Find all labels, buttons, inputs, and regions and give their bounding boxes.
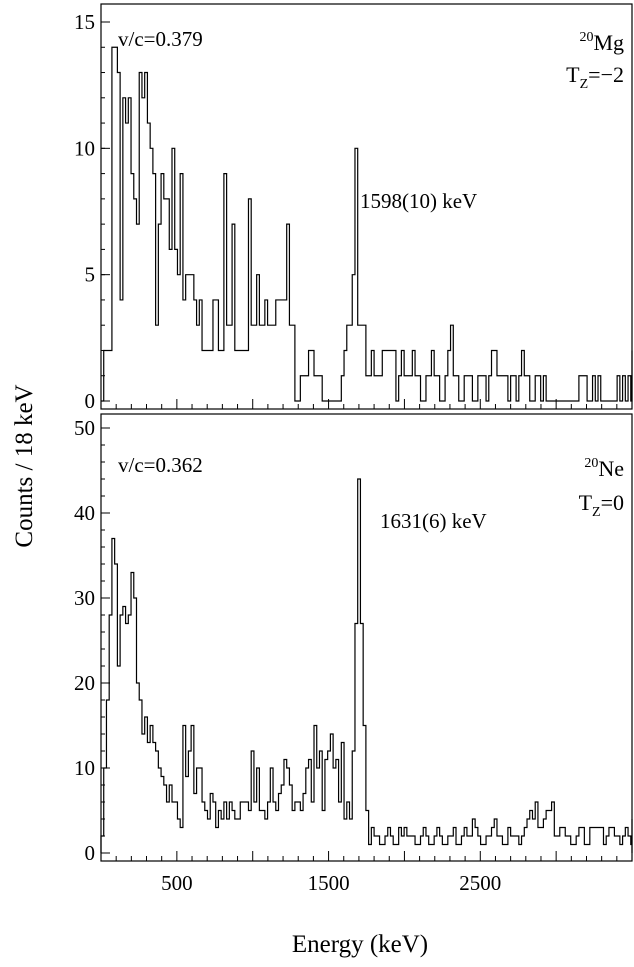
top-tz-sub: Z: [580, 77, 589, 92]
bottom-peak-label: 1631(6) keV: [380, 509, 487, 533]
x-tick-labels: 500 1500 2500: [161, 871, 501, 895]
panel-top-mg20: 0 5 10 15 v/c=0.379 1598(10) keV 20Mg TZ=−2: [74, 3, 633, 413]
top-y-tick-label: 10: [74, 136, 95, 160]
bottom-y-tick-label: 10: [74, 756, 95, 780]
y-axis-label: Counts / 18 keV: [11, 384, 38, 547]
bottom-nucleus-symbol: Ne: [598, 456, 624, 481]
bottom-nucleus-mass: 20: [584, 456, 598, 471]
top-peak-label: 1598(10) keV: [360, 189, 477, 213]
top-y-tick-label: 5: [85, 263, 96, 287]
bottom-tz-value: =0: [601, 490, 624, 515]
panel-bottom-frame: [100, 413, 633, 862]
bottom-y-tick-label: 30: [74, 586, 95, 610]
x-tick-label: 500: [161, 871, 193, 895]
bottom-x-ticks: [115, 851, 618, 861]
bottom-tz-letter: T: [579, 490, 593, 515]
bottom-histogram-series: [100, 478, 633, 853]
bottom-y-tick-label: 20: [74, 671, 95, 695]
bottom-y-tick-label: 40: [74, 501, 95, 525]
bottom-y-tick-label: 50: [74, 416, 95, 440]
x-axis-label: Energy (keV): [292, 931, 428, 958]
top-histogram-series: [101, 46, 633, 402]
top-y-ticks: 0 5 10 15: [74, 10, 110, 413]
panel-top-frame: [100, 3, 633, 410]
x-tick-label: 1500: [308, 871, 350, 895]
top-velocity-label: v/c=0.379: [118, 27, 203, 51]
bottom-tz-label: TZ=0: [579, 490, 624, 520]
top-nucleus-mass: 20: [579, 30, 593, 45]
top-tz-value: =−2: [588, 62, 624, 87]
x-tick-label: 2500: [459, 871, 501, 895]
top-nucleus-symbol: Mg: [593, 30, 624, 55]
bottom-tz-sub: Z: [592, 505, 601, 520]
top-y-tick-label: 0: [85, 389, 96, 413]
bottom-y-ticks: 0 10 20 30 40 50: [74, 416, 110, 865]
top-nucleus-label: 20Mg: [579, 30, 624, 55]
bottom-nucleus-label: 20Ne: [584, 456, 624, 481]
bottom-y-tick-label: 0: [85, 841, 96, 865]
top-tz-label: TZ=−2: [566, 62, 624, 92]
bottom-velocity-label: v/c=0.362: [118, 453, 203, 477]
top-tz-letter: T: [566, 62, 580, 87]
top-x-ticks: [115, 399, 618, 409]
top-y-tick-label: 15: [74, 10, 95, 34]
